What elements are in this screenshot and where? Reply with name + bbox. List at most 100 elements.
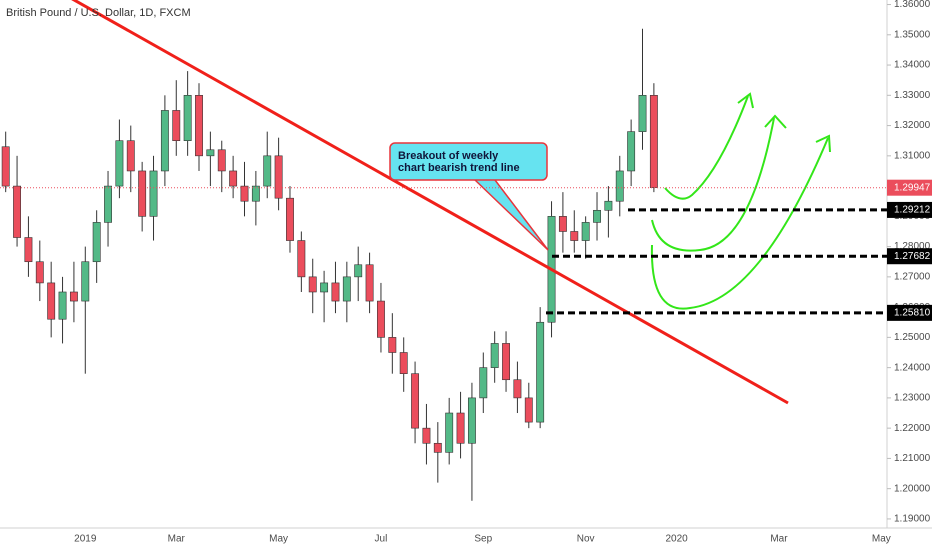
candle-body	[183, 95, 192, 141]
candle-body	[13, 185, 21, 238]
y-tick-label: 1.24000	[894, 362, 931, 373]
candle-body	[365, 264, 374, 302]
arrowhead	[815, 134, 831, 153]
candle-body	[229, 170, 238, 187]
y-tick-label: 1.21000	[894, 453, 931, 464]
callout-text: chart bearish trend line	[398, 162, 520, 174]
candle-body	[126, 140, 135, 172]
candle-body	[35, 261, 44, 284]
y-tick-label: 1.19000	[894, 514, 931, 525]
x-tick-label: May	[872, 534, 891, 545]
candle-body	[638, 95, 647, 132]
x-tick-label: May	[269, 534, 288, 545]
level-tag	[887, 304, 932, 321]
candle-body	[593, 209, 601, 223]
last-price-tag	[887, 179, 932, 196]
candle-body	[297, 240, 306, 278]
last-price-label: 1.29947	[894, 182, 931, 193]
candle-body	[47, 282, 56, 320]
candle-body	[411, 373, 420, 429]
candle-body	[1, 146, 10, 187]
x-tick-label: 2019	[74, 534, 97, 545]
y-tick-label: 1.22000	[894, 423, 931, 434]
x-tick-label: Jul	[375, 534, 388, 545]
y-tick-label: 1.34000	[894, 60, 931, 71]
candle-body	[502, 343, 510, 381]
candle-body	[81, 261, 90, 302]
candle-body	[445, 412, 454, 453]
candle-body	[206, 149, 215, 157]
level-label: 1.25810	[894, 308, 931, 319]
candle-body	[399, 352, 408, 374]
y-tick-label: 1.25000	[894, 332, 931, 343]
candle-body	[377, 300, 385, 338]
y-tick-label: 1.36000	[894, 0, 931, 10]
candle-body	[388, 337, 397, 353]
candle-body	[58, 291, 67, 320]
candle-body	[251, 185, 260, 202]
candle-body	[286, 197, 294, 241]
x-tick-label: Mar	[770, 534, 788, 545]
y-tick-label: 1.28000	[894, 241, 931, 252]
candle-body	[581, 222, 590, 241]
candle-body	[149, 170, 158, 217]
x-tick-label: Mar	[168, 534, 186, 545]
arrowhead	[737, 92, 754, 109]
candle-body	[138, 170, 147, 217]
candle-body	[115, 140, 124, 187]
trend-line	[71, 0, 789, 405]
candle-body	[320, 282, 329, 293]
y-tick-label: 1.33000	[894, 90, 931, 101]
candle-body	[92, 222, 101, 263]
candle-body	[69, 291, 78, 302]
level-label: 1.27682	[894, 251, 931, 262]
y-tick-label: 1.35000	[894, 29, 931, 40]
candle-body	[263, 155, 272, 187]
x-tick-label: 2020	[665, 534, 688, 545]
candle-body	[308, 276, 317, 293]
candle-body	[342, 276, 351, 302]
x-tick-label: Nov	[577, 534, 595, 545]
level-tag	[887, 201, 932, 218]
candle-body	[615, 170, 624, 202]
candle-body	[649, 95, 658, 188]
y-tick-label: 1.31000	[894, 150, 931, 161]
arrowhead	[764, 114, 787, 129]
candle-body	[513, 379, 522, 399]
callout-pointer	[474, 179, 549, 251]
candle-body	[274, 155, 283, 199]
candle-body	[217, 149, 226, 172]
candle-body	[331, 282, 340, 302]
candle-body	[422, 427, 431, 444]
candle-body	[160, 110, 169, 172]
candle-body	[240, 185, 249, 202]
candle-body	[570, 231, 579, 241]
callout-box	[389, 142, 548, 181]
callout-text: Breakout of weekly	[398, 150, 499, 162]
candle-body	[627, 131, 636, 172]
candle-body	[24, 237, 33, 263]
y-tick-label: 1.27000	[894, 272, 931, 283]
chart-title: British Pound / U.S. Dollar, 1D, FXCM	[6, 7, 191, 19]
candle-body	[558, 216, 567, 232]
candle-body	[433, 442, 442, 453]
arrow	[651, 117, 775, 252]
candle-body	[467, 397, 476, 444]
x-tick-label: Sep	[474, 534, 492, 545]
y-tick-label: 1.32000	[894, 120, 931, 131]
candle-body	[604, 200, 613, 211]
candle-body	[524, 397, 533, 423]
candle-body	[354, 264, 363, 278]
candle-body	[536, 321, 545, 423]
level-label: 1.29212	[894, 205, 931, 216]
candle-body	[490, 343, 499, 368]
y-tick-label: 1.23000	[894, 393, 931, 404]
y-tick-label: 1.20000	[894, 483, 931, 494]
candles	[1, 28, 658, 501]
arrow	[664, 95, 749, 200]
candle-body	[104, 185, 112, 223]
candle-body	[195, 95, 203, 157]
